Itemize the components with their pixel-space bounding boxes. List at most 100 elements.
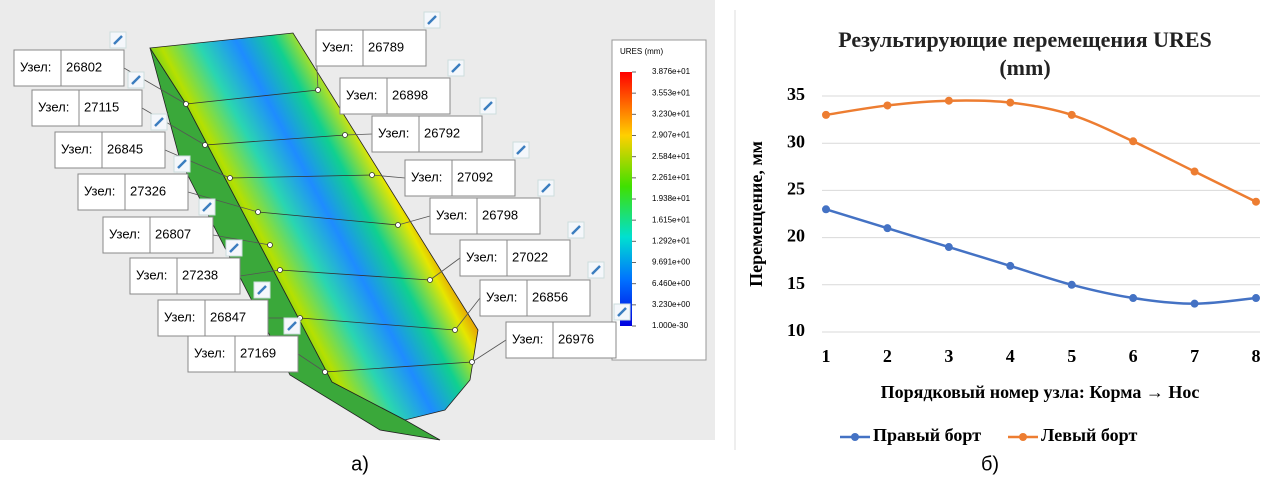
node-prefix: Узел: [136, 267, 167, 282]
x-tick-label: 7 [1190, 346, 1199, 366]
pin-icon [571, 225, 581, 235]
series-line [825, 99, 1257, 203]
data-point [1067, 280, 1076, 289]
node-id: 26847 [210, 309, 246, 324]
y-tick-label: 15 [787, 273, 805, 293]
node-id: 27092 [457, 169, 493, 184]
node-label-box [129, 257, 241, 295]
node-id: 27238 [182, 267, 218, 282]
pin-icon [113, 35, 123, 45]
legend-tick-label: 3.553e+01 [652, 88, 691, 97]
y-tick-label: 25 [787, 179, 805, 199]
y-tick-label: 20 [787, 226, 805, 246]
data-point [822, 205, 830, 214]
legend-title: URES (mm) [620, 47, 663, 56]
probe-point [452, 327, 458, 333]
data-point [883, 224, 892, 233]
node-prefix: Узел: [436, 207, 467, 222]
node-id: 27169 [240, 345, 276, 360]
node-prefix: Узел: [346, 87, 377, 102]
node-id: 26898 [392, 87, 428, 102]
data-point [944, 96, 953, 105]
leader-line [371, 174, 406, 179]
pin-icon [617, 307, 627, 317]
data-point [1129, 137, 1138, 146]
node-prefix: Узел: [411, 169, 442, 184]
node-label-box [429, 197, 541, 235]
pin-icon [202, 202, 212, 212]
x-tick-label: 3 [944, 346, 953, 366]
node-prefix: Узел: [466, 249, 497, 264]
node-label-box [54, 131, 166, 169]
node-prefix: Узел: [20, 59, 51, 74]
node-id: 26792 [424, 125, 460, 140]
node-label-box [13, 49, 125, 87]
x-tick-label: 1 [822, 346, 831, 366]
node-prefix: Узел: [486, 289, 517, 304]
legend-tick-label: 3.230e+00 [652, 300, 691, 309]
data-point [1006, 98, 1015, 107]
data-point [1067, 110, 1076, 119]
probe-point [395, 222, 401, 228]
probe-point [427, 277, 433, 283]
pin-icon [451, 63, 461, 73]
pin-icon [516, 145, 526, 155]
node-id: 26845 [107, 141, 143, 156]
data-point [1006, 261, 1015, 270]
leader-line [239, 269, 281, 277]
pin-icon [177, 159, 187, 169]
data-point [883, 101, 892, 110]
node-prefix: Узел: [194, 345, 225, 360]
pin-icon [541, 183, 551, 193]
legend-tick-label: 2.261e+01 [652, 173, 691, 182]
node-label-box [371, 115, 483, 153]
pin-icon [427, 15, 437, 25]
series-line [825, 208, 1257, 305]
hull-deck [149, 32, 479, 421]
leader-line [297, 353, 326, 373]
x-tick-label: 4 [1006, 346, 1015, 366]
node-id: 27115 [84, 99, 119, 114]
probe-point [322, 369, 328, 375]
node-id: 27022 [512, 249, 548, 264]
legend-tick-label: 1.938e+01 [652, 194, 691, 203]
node-label-box [339, 77, 451, 115]
node-id: 26789 [368, 39, 404, 54]
node-label-box [505, 321, 617, 359]
probe-point [255, 209, 261, 215]
legend-tick-label: 3.230e+01 [652, 109, 691, 118]
probe-point [342, 132, 348, 138]
node-prefix: Узел: [378, 125, 409, 140]
data-point [1129, 294, 1138, 303]
x-axis-label: Порядковый номер узла: Корма → Нос [881, 382, 1200, 402]
legend-tick-label: 6.460e+00 [652, 279, 691, 288]
node-label-box [187, 335, 299, 373]
pin-icon [131, 75, 141, 85]
node-prefix: Узел: [109, 226, 140, 241]
node-label-box [77, 173, 189, 211]
node-prefix: Узел: [164, 309, 195, 324]
probe-point [267, 242, 273, 248]
data-point [1252, 197, 1260, 206]
y-tick-label: 30 [787, 131, 805, 151]
node-prefix: Узел: [84, 183, 115, 198]
x-tick-label: 2 [883, 346, 892, 366]
node-label-box [404, 159, 516, 197]
legend-label: Левый борт [1041, 425, 1137, 445]
y-tick-label: 35 [787, 84, 805, 104]
node-prefix: Узел: [61, 141, 92, 156]
pin-icon [257, 285, 267, 295]
legend-tick-label: 9.691e+00 [652, 258, 691, 267]
node-prefix: Узел: [322, 39, 353, 54]
node-label-box [31, 89, 143, 127]
pin-icon [229, 243, 239, 253]
node-label-box [315, 29, 427, 67]
node-id: 26856 [532, 289, 568, 304]
node-id: 27326 [130, 183, 166, 198]
chart-title: Результирующие перемещения URES (mm) [838, 27, 1212, 80]
node-id: 26807 [155, 226, 191, 241]
probe-point [469, 359, 475, 365]
x-tick-label: 5 [1067, 346, 1076, 366]
caption: б) [981, 453, 999, 475]
